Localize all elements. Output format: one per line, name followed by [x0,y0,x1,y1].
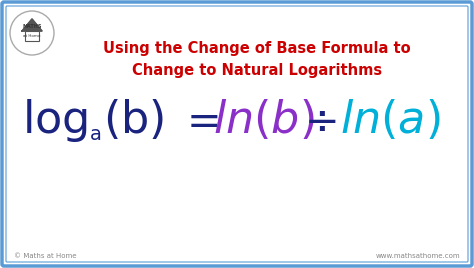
Text: MATHS: MATHS [22,24,42,28]
Polygon shape [22,19,42,31]
Text: $=$: $=$ [178,99,219,141]
Text: Change to Natural Logarithms: Change to Natural Logarithms [132,62,382,77]
Text: $\mathrm{a}$: $\mathrm{a}$ [89,125,101,143]
FancyBboxPatch shape [2,2,472,266]
Text: $\mathrm{(b)}$: $\mathrm{(b)}$ [103,98,164,142]
FancyBboxPatch shape [25,31,39,41]
Text: © Maths at Home: © Maths at Home [14,253,76,259]
Text: www.mathsathome.com: www.mathsathome.com [375,253,460,259]
Circle shape [10,11,54,55]
Text: $\mathit{ln(b)}$: $\mathit{ln(b)}$ [213,98,315,142]
Text: Using the Change of Base Formula to: Using the Change of Base Formula to [103,40,411,55]
Text: at Home: at Home [23,34,41,38]
Text: $\mathrm{log}$: $\mathrm{log}$ [22,96,88,143]
Text: $\div$: $\div$ [304,99,337,141]
Text: $\mathit{ln(a)}$: $\mathit{ln(a)}$ [340,98,441,142]
